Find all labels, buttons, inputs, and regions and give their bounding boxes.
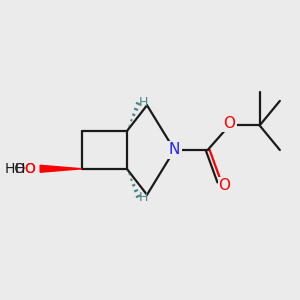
Text: O: O bbox=[223, 116, 235, 130]
Text: HO: HO bbox=[4, 162, 26, 176]
Text: O: O bbox=[24, 162, 35, 176]
Text: N: N bbox=[169, 142, 180, 158]
Text: H: H bbox=[139, 191, 148, 204]
Text: H: H bbox=[139, 96, 148, 109]
Text: O: O bbox=[24, 162, 34, 176]
Text: H: H bbox=[14, 162, 25, 176]
Text: O: O bbox=[218, 178, 230, 193]
Polygon shape bbox=[40, 165, 82, 172]
